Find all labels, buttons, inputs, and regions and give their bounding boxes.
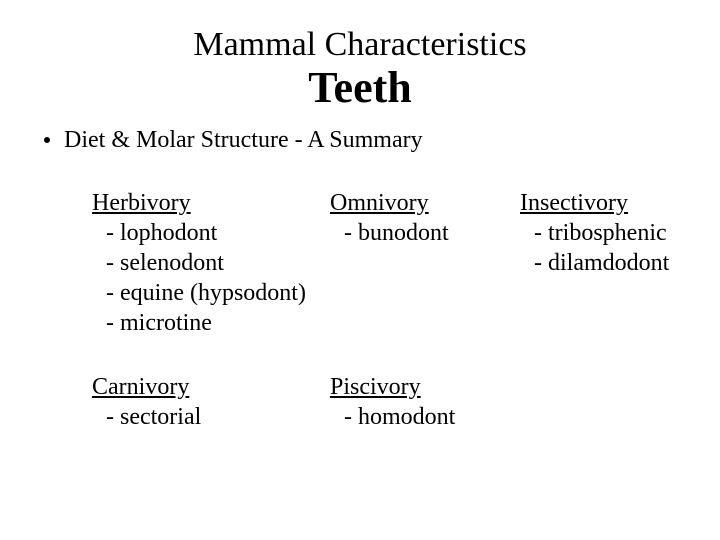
- list-item: - equine (hypsodont): [92, 278, 330, 308]
- bullet-dot-icon: [44, 137, 50, 143]
- group-herbivory: Herbivory - lophodont - selenodont - equ…: [92, 188, 330, 338]
- columns-row-1: Herbivory - lophodont - selenodont - equ…: [92, 188, 680, 338]
- list-item: - lophodont: [92, 218, 330, 248]
- group-omnivory: Omnivory - bunodont: [330, 188, 520, 338]
- list-item: - tribosphenic: [520, 218, 710, 248]
- group-piscivory: Piscivory - homodont: [330, 372, 520, 432]
- group-heading: Carnivory: [92, 372, 330, 402]
- list-item: - microtine: [92, 308, 330, 338]
- list-item: - sectorial: [92, 402, 330, 432]
- group-carnivory: Carnivory - sectorial: [92, 372, 330, 432]
- slide: Mammal Characteristics Teeth Diet & Mola…: [0, 0, 720, 540]
- list-item: - selenodont: [92, 248, 330, 278]
- list-item: - dilamdodont: [520, 248, 710, 278]
- supertitle: Mammal Characteristics: [40, 26, 680, 64]
- columns-row-2: Carnivory - sectorial Piscivory - homodo…: [92, 372, 680, 432]
- group-insectivory: Insectivory - tribosphenic - dilamdodont: [520, 188, 710, 338]
- group-heading: Insectivory: [520, 188, 710, 218]
- group-heading: Herbivory: [92, 188, 330, 218]
- page-title: Teeth: [40, 62, 680, 113]
- list-item: - bunodont: [330, 218, 520, 248]
- group-heading: Omnivory: [330, 188, 520, 218]
- bullet-row: Diet & Molar Structure - A Summary: [44, 127, 680, 154]
- bullet-text: Diet & Molar Structure - A Summary: [64, 127, 423, 154]
- group-heading: Piscivory: [330, 372, 520, 402]
- list-item: - homodont: [330, 402, 520, 432]
